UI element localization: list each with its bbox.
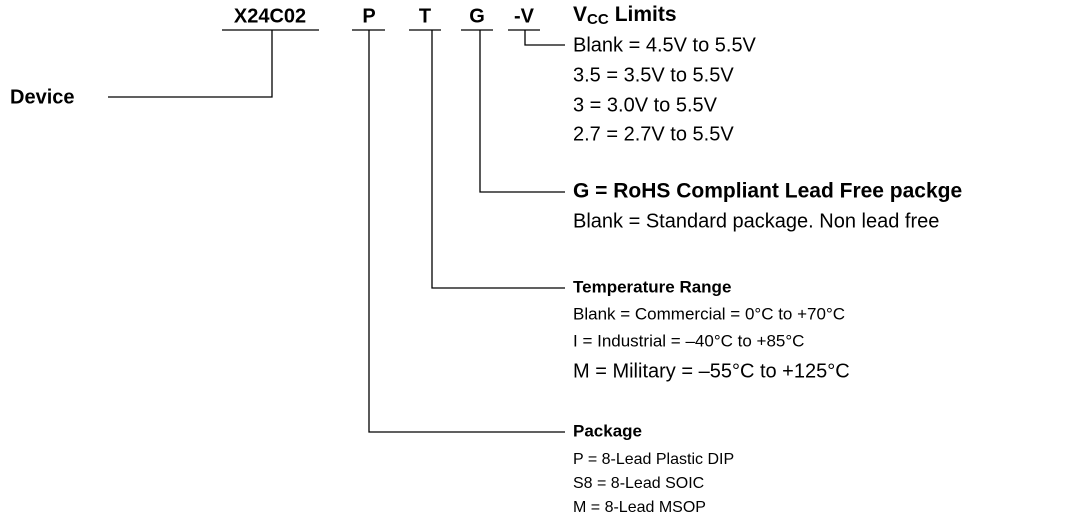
group-item: Blank = Standard package. Non lead free	[573, 210, 939, 232]
group-item: M = Military = –55°C to +125°C	[573, 360, 850, 382]
title-sub: CC	[587, 11, 609, 28]
group-title: Temperature Range	[573, 277, 731, 296]
title-main: V	[573, 3, 587, 26]
code-rohs: G	[469, 5, 485, 27]
connector	[431, 30, 565, 289]
connector	[524, 30, 565, 46]
group-title: VCC Limits	[573, 3, 677, 28]
group-item: M = 8-Lead MSOP	[573, 499, 706, 516]
code-device: X24C02	[234, 5, 306, 27]
group-item: Blank = 4.5V to 5.5V	[573, 34, 757, 56]
group-item: I = Industrial = –40°C to +85°C	[573, 331, 804, 350]
code-vcc: -V	[514, 5, 535, 27]
group-item: S8 = 8-Lead SOIC	[573, 475, 704, 492]
device-label: Device	[10, 86, 75, 108]
code-package: P	[362, 5, 375, 27]
group-item: 3.5 = 3.5V to 5.5V	[573, 64, 734, 86]
group-title: G = RoHS Compliant Lead Free packge	[573, 180, 962, 203]
connector	[479, 30, 565, 193]
group-item: 2.7 = 2.7V to 5.5V	[573, 123, 734, 145]
group-item: 3 = 3.0V to 5.5V	[573, 94, 718, 116]
connector	[108, 30, 273, 98]
code-temp: T	[419, 5, 431, 27]
group-title: Package	[573, 421, 642, 440]
group-item: P = 8-Lead Plastic DIP	[573, 451, 734, 468]
group-item: Blank = Commercial = 0°C to +70°C	[573, 304, 845, 323]
title-rest: Limits	[615, 3, 677, 26]
connector	[368, 30, 565, 433]
